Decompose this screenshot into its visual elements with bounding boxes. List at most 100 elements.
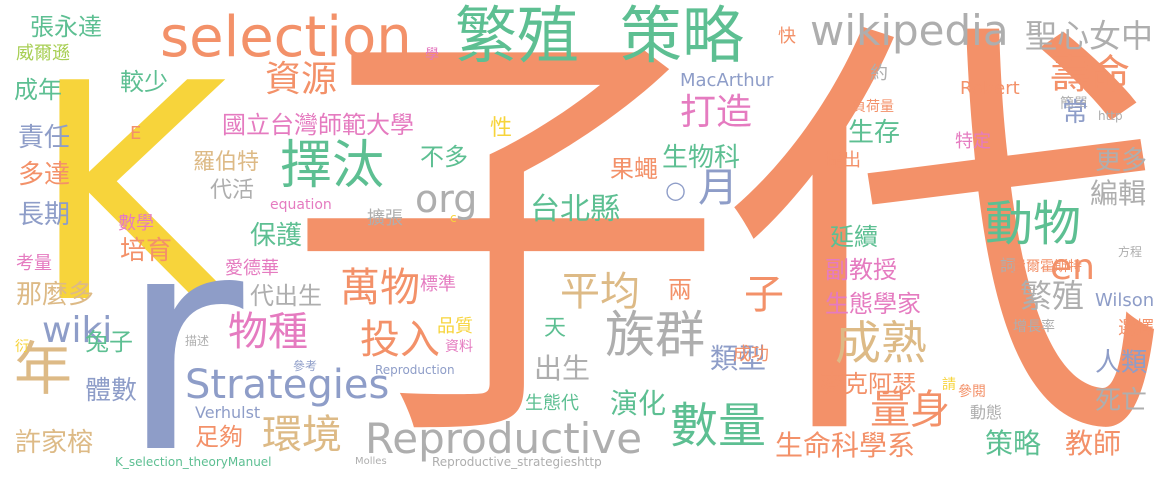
word-31: ○ <box>665 176 686 204</box>
word-39: 編輯 <box>1090 177 1147 210</box>
word-10: Reproductive <box>365 414 643 463</box>
word-102: 方程 <box>1118 245 1143 259</box>
word-101: 常 <box>1062 98 1089 128</box>
word-105: Wilson <box>1095 290 1155 311</box>
word-67: 保護 <box>250 221 303 251</box>
word-51: 兔子 <box>85 328 133 356</box>
word-11: 成熟 <box>835 316 927 370</box>
word-72: 不多 <box>420 143 468 171</box>
word-95: 學 <box>425 47 439 63</box>
word-19: 平均 <box>560 269 640 315</box>
word-45: 策略 <box>985 427 1042 460</box>
word-58: 較少 <box>120 68 168 96</box>
word-2: r <box>120 170 244 482</box>
word-27: en <box>1050 247 1095 288</box>
word-46: 生命科學系 <box>775 429 916 462</box>
word-85: Verhulst <box>195 403 261 422</box>
word-41: 更多 <box>1095 146 1148 176</box>
word-77: 資料 <box>445 339 473 355</box>
word-33: 生物科 <box>662 143 741 173</box>
word-100: http <box>1098 109 1123 123</box>
word-97: 特定 <box>955 131 991 152</box>
word-60: 多達 <box>18 160 71 190</box>
word-66: 培育 <box>120 236 173 266</box>
word-94: 快 <box>778 26 796 47</box>
word-25: 打造 <box>680 92 753 133</box>
word-70: 愛德華 <box>225 258 279 279</box>
word-110: 動態 <box>970 403 1003 422</box>
word-26: org <box>415 177 478 221</box>
word-61: 長期 <box>18 200 71 230</box>
word-103: 詞 <box>1000 256 1017 275</box>
word-55: 張永達 <box>30 13 102 41</box>
word-111: E <box>130 123 142 144</box>
word-18: 萬物 <box>340 265 420 311</box>
word-65: 數學 <box>118 213 154 234</box>
word-36: 繁殖 <box>1020 277 1085 315</box>
word-90: 成功 <box>733 344 769 365</box>
word-43: 死亡 <box>1095 386 1148 416</box>
word-9: 擇汰 <box>280 136 385 196</box>
word-30: 月 <box>698 165 738 211</box>
word-34: 生存 <box>848 118 901 148</box>
word-44: 教師 <box>1065 427 1122 460</box>
word-93: 約 <box>870 63 888 84</box>
word-89: 生態代 <box>525 393 579 414</box>
word-13: 動物 <box>985 196 1082 252</box>
word-1: K <box>30 20 227 369</box>
word-57: 成年 <box>14 76 62 104</box>
word-79: 擴張 <box>367 208 403 229</box>
word-23: 壽命 <box>1050 52 1130 98</box>
word-53: 許家榕 <box>15 428 94 458</box>
word-16: 年 <box>14 335 73 403</box>
word-7: 聖心女中 <box>1025 17 1154 55</box>
word-99: 簡單 <box>1060 96 1088 112</box>
word-71: 代出生 <box>250 282 322 310</box>
word-32: 果蠅 <box>610 155 658 183</box>
word-29: 國立台灣師範大學 <box>222 111 414 139</box>
word-17: wiki <box>42 310 113 351</box>
word-47: 類型 <box>710 342 767 375</box>
word-38: 生態學家 <box>825 290 921 318</box>
word-88: Reproductive_strategieshttp <box>432 455 602 469</box>
word-14: Strategies <box>185 362 390 408</box>
word-98: 提出 <box>825 150 861 171</box>
word-0: 子代 <box>285 0 1165 482</box>
word-35: 子 <box>744 272 784 318</box>
word-84: Reproduction <box>375 363 455 377</box>
word-83: 參考 <box>293 359 318 373</box>
word-37: 副教授 <box>825 256 897 284</box>
word-59: 責任 <box>18 123 71 153</box>
word-63: 那麼多 <box>16 280 95 310</box>
word-78: 標準 <box>420 274 456 295</box>
word-4: 策略 <box>620 0 745 72</box>
word-81: c <box>450 211 457 225</box>
word-6: wikipedia <box>810 6 1009 55</box>
word-50: 麥克阿瑟 <box>820 370 916 398</box>
word-42: 人類 <box>1095 348 1148 378</box>
word-21: 物種 <box>228 309 308 355</box>
word-5: selection <box>160 5 412 70</box>
word-75: 兩 <box>668 276 692 304</box>
word-82: 描述 <box>185 334 210 348</box>
word-40: 延續 <box>830 223 878 251</box>
word-48: 演化 <box>610 387 667 420</box>
word-52: 體數 <box>85 376 138 406</box>
word-15: 環境 <box>262 412 342 458</box>
word-12: 數量 <box>670 398 767 454</box>
word-56: 威爾遜 <box>16 43 70 64</box>
word-104: 費爾霍斯特 <box>1012 259 1082 275</box>
word-109: 參閱 <box>958 384 986 400</box>
word-8: 族群 <box>605 306 705 364</box>
word-92: Robert <box>960 78 1020 99</box>
word-87: Molles <box>355 456 387 467</box>
word-108: 請 <box>942 377 956 393</box>
word-24: 資源 <box>265 59 338 100</box>
word-76: 品質 <box>437 316 473 337</box>
word-28: 台北縣 <box>530 192 620 227</box>
word-20: 投入 <box>360 317 440 363</box>
word-68: 代活 <box>210 178 255 203</box>
word-3: 繁殖 <box>455 0 580 72</box>
word-96: 負荷量 <box>852 99 894 115</box>
